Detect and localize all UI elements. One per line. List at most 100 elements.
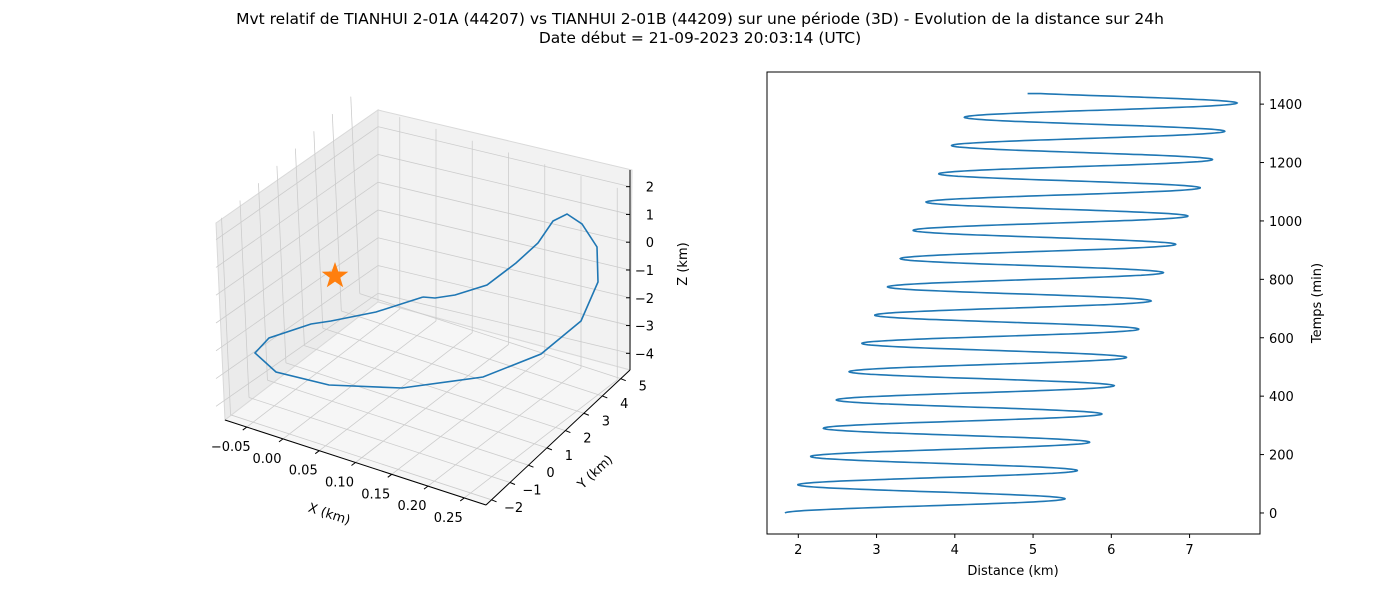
trajectory-line <box>253 213 599 389</box>
y-tick-mark <box>546 447 553 451</box>
y-tick-label: −1 <box>522 484 541 499</box>
y-tick-label: 1200 <box>1269 157 1302 172</box>
x-tick-label: 3 <box>872 543 880 558</box>
y-tick-mark <box>491 499 497 503</box>
ticks-2d: 2 3 4 5 6 7 0 200 400 600 800 1000 1200 1400 <box>794 98 1302 558</box>
grid-3d <box>215 96 631 501</box>
y-grid-line <box>359 293 621 380</box>
z-tick-label: −2 <box>635 292 654 307</box>
y-tick-label: 1000 <box>1269 215 1302 230</box>
x-tick-label: 0.25 <box>434 511 463 526</box>
x-tick-label: 5 <box>1029 543 1037 558</box>
x-grid-line <box>319 332 473 452</box>
y-grid-line-vertical <box>239 200 250 398</box>
y-tick-label: 1 <box>565 449 573 464</box>
y-grid-line-vertical <box>350 96 361 294</box>
z-grid-line-side <box>215 209 379 324</box>
x-tick-mark <box>459 497 465 502</box>
x-axis-label-3d: X (km) <box>306 501 352 529</box>
y-tick-label: 1400 <box>1269 98 1302 113</box>
z-tick-label: 2 <box>646 181 654 196</box>
z-tick-label: −4 <box>635 347 654 362</box>
y-tick-mark <box>509 482 516 485</box>
y-tick-label: 200 <box>1269 449 1294 464</box>
z-grid-line <box>377 237 631 299</box>
x-grid-line <box>427 367 582 487</box>
z-tick-label: 1 <box>646 208 654 223</box>
z-grid-line <box>377 292 631 354</box>
distance-series-line <box>784 92 1239 514</box>
title-line-2: Date début = 21-09-2023 20:03:14 (UTC) <box>538 29 862 47</box>
x-grid-line <box>282 320 437 440</box>
y-grid-line <box>304 345 566 431</box>
x-tick-mark <box>314 450 320 455</box>
x-tick-mark <box>387 473 393 478</box>
z-grid-line <box>377 126 631 188</box>
x-tick-mark <box>278 438 284 443</box>
y-grid-line-vertical <box>276 165 287 363</box>
y-grid-line <box>230 414 492 501</box>
x-tick-label: 2 <box>794 543 802 558</box>
trajectory-3d-plot: −0.050.000.050.100.150.200.25−2−10123452… <box>211 96 691 529</box>
y-grid-line <box>341 310 603 397</box>
x-tick-label: 0.15 <box>361 487 390 502</box>
z-tick-label: 0 <box>646 236 654 251</box>
x-tick-label: 6 <box>1107 543 1115 558</box>
x-grid-line <box>391 355 545 475</box>
title-line-1: Mvt relatif de TIANHUI 2-01A (44207) vs … <box>236 10 1164 28</box>
z-grid-line <box>377 154 631 215</box>
z-grid-line-side <box>215 154 379 268</box>
x-tick-label: 4 <box>951 543 959 558</box>
x-tick-mark <box>423 485 429 490</box>
satellite-star-marker <box>321 262 349 288</box>
x-tick-mark <box>242 426 248 431</box>
y-tick-mark <box>602 395 608 399</box>
y-tick-label: 0 <box>546 466 554 481</box>
x-tick-label: 0.00 <box>253 452 282 467</box>
x-tick-label: 0.10 <box>325 476 354 491</box>
y-grid-line <box>267 379 529 466</box>
y-tick-mark <box>583 412 590 416</box>
y-grid-line-vertical <box>294 148 305 346</box>
x-tick-mark <box>351 462 356 466</box>
y-tick-label: 800 <box>1269 273 1294 288</box>
y-axis-label-3d: Y (km) <box>574 452 616 493</box>
y-grid-line <box>285 362 548 449</box>
y-tick-label: 3 <box>602 414 610 429</box>
y-axis-label-2d: Temps (min) <box>1310 263 1325 344</box>
y-grid-line <box>322 327 584 414</box>
y-tick-label: 600 <box>1269 332 1294 347</box>
y-tick-label: 0 <box>1269 507 1277 522</box>
z-axis-label-3d: Z (km) <box>676 242 691 285</box>
z-grid-line-side <box>215 126 379 240</box>
z-grid-line <box>377 209 631 271</box>
z-tick-label: −3 <box>635 320 654 335</box>
y-tick-label: −2 <box>504 501 523 516</box>
z-tick-label: −1 <box>635 264 654 279</box>
y-tick-mark <box>620 378 626 382</box>
z-grid-line-side <box>215 181 379 296</box>
y-grid-line <box>248 397 511 483</box>
y-tick-label: 5 <box>639 380 647 395</box>
x-grid-line <box>464 379 618 499</box>
y-tick-mark <box>565 430 571 434</box>
y-tick-label: 4 <box>620 397 628 412</box>
x-grid-line <box>355 344 509 463</box>
figure-title: Mvt relatif de TIANHUI 2-01A (44207) vs … <box>0 10 1400 48</box>
y-grid-line-vertical <box>258 183 268 381</box>
y-tick-label: 2 <box>583 432 591 447</box>
y-grid-line-vertical <box>313 131 324 329</box>
z-grid-line-side <box>215 265 379 379</box>
x-tick-label: 0.05 <box>289 464 318 479</box>
y-tick-label: 400 <box>1269 390 1294 405</box>
z-grid-line <box>377 265 631 326</box>
distance-time-plot: 2 3 4 5 6 7 0 200 400 600 800 1000 1200 1400 Distance… <box>766 71 1325 579</box>
x-tick-label: 7 <box>1185 543 1193 558</box>
ticks-3d: −0.050.000.050.100.150.200.25−2−10123452… <box>211 181 654 526</box>
x-tick-label: −0.05 <box>211 440 251 455</box>
z-grid-line-side <box>215 293 379 407</box>
x-tick-label: 0.20 <box>398 499 427 514</box>
y-tick-mark <box>528 464 534 468</box>
x-grid-line <box>246 308 400 428</box>
